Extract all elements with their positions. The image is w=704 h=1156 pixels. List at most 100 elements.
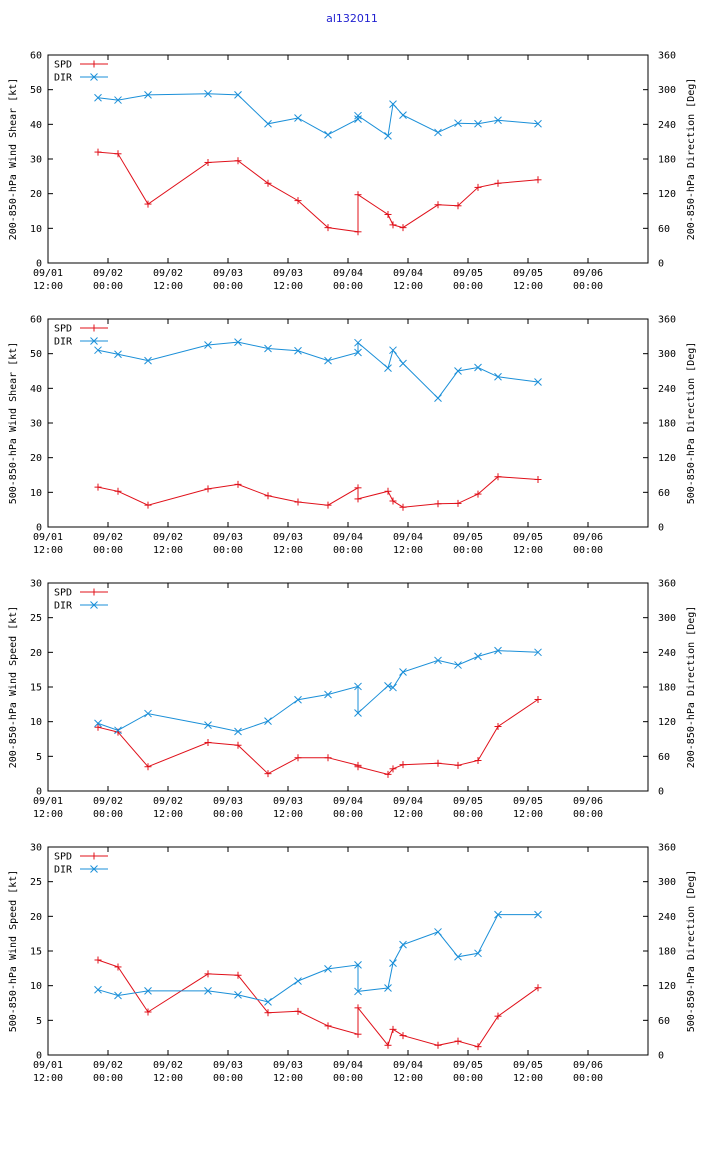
x-tick-label-time: 00:00 xyxy=(93,281,123,292)
y2-axis-label: 200-850-hPa Direction [Deg] xyxy=(686,606,697,769)
y2-axis-label: 200-850-hPa Direction [Deg] xyxy=(686,78,697,241)
data-point-spd xyxy=(114,150,122,158)
y-tick-label: 30 xyxy=(30,419,42,430)
data-point-spd xyxy=(384,1041,392,1049)
data-point-spd xyxy=(264,770,272,778)
legend-marker-dir xyxy=(90,865,98,873)
data-point-spd xyxy=(494,723,502,731)
data-point-dir xyxy=(144,91,152,99)
y2-tick-label: 180 xyxy=(658,155,676,166)
x-tick-label-date: 09/06 xyxy=(573,1060,603,1071)
x-tick-label-time: 12:00 xyxy=(393,281,423,292)
data-point-dir xyxy=(494,910,502,919)
series-line-dir xyxy=(97,93,539,137)
data-point-spd xyxy=(454,761,462,769)
data-point-spd xyxy=(384,487,392,495)
y-axis-label: 500-850-hPa Wind Shear [kt] xyxy=(8,342,19,505)
data-point-spd xyxy=(234,480,242,488)
y2-tick-label: 0 xyxy=(658,787,664,798)
x-tick-label-time: 12:00 xyxy=(273,281,303,292)
x-tick-label-date: 09/05 xyxy=(453,796,483,807)
x-tick-label-date: 09/02 xyxy=(93,268,123,279)
x-tick-label-date: 09/04 xyxy=(333,268,363,279)
data-point-dir xyxy=(399,111,407,119)
data-point-dir xyxy=(114,350,122,359)
data-point-dir xyxy=(264,344,272,353)
data-point-spd xyxy=(94,723,102,731)
x-tick-label-time: 00:00 xyxy=(453,809,483,820)
data-point-dir xyxy=(474,949,482,958)
data-point-dir xyxy=(294,695,302,704)
data-point-spd xyxy=(389,765,397,773)
data-point-spd xyxy=(494,473,502,481)
data-point-dir xyxy=(94,346,102,355)
series-line-dir xyxy=(97,650,539,733)
data-point-dir xyxy=(474,652,482,661)
data-point-spd xyxy=(264,1009,272,1017)
data-point-dir xyxy=(324,965,332,973)
data-point-dir xyxy=(389,100,397,108)
y-tick-label: 10 xyxy=(30,981,42,992)
data-point-spd xyxy=(144,1008,152,1016)
data-point-dir xyxy=(354,111,362,120)
x-tick-label-date: 09/03 xyxy=(213,1060,243,1071)
x-tick-label-time: 12:00 xyxy=(513,1073,543,1084)
x-tick-label-date: 09/04 xyxy=(393,532,423,543)
data-point-dir xyxy=(384,984,392,992)
series-line-dir xyxy=(97,341,539,399)
data-point-spd xyxy=(454,499,462,507)
data-point-dir xyxy=(389,346,397,355)
y-tick-label: 25 xyxy=(30,877,42,888)
data-point-dir xyxy=(114,96,122,104)
legend-label-spd: SPD xyxy=(54,852,72,863)
data-point-dir xyxy=(94,719,102,728)
x-tick-label-date: 09/05 xyxy=(453,1060,483,1071)
data-point-dir xyxy=(494,646,502,655)
y2-tick-label: 60 xyxy=(658,1016,670,1027)
plot-frame xyxy=(47,582,649,792)
data-point-spd xyxy=(399,503,407,511)
data-point-spd xyxy=(534,695,542,703)
data-point-spd xyxy=(94,483,102,491)
x-tick-label-time: 12:00 xyxy=(153,1073,183,1084)
data-point-spd xyxy=(434,500,442,508)
y2-tick-label: 120 xyxy=(658,453,676,464)
data-point-dir xyxy=(324,690,332,699)
legend-marker-dir xyxy=(90,601,98,609)
data-point-spd xyxy=(144,200,152,208)
y-tick-label: 5 xyxy=(36,752,42,763)
x-tick-label-time: 00:00 xyxy=(213,1073,243,1084)
y2-tick-label: 60 xyxy=(658,752,670,763)
y2-tick-label: 0 xyxy=(658,1051,664,1062)
y-tick-label: 10 xyxy=(30,717,42,728)
data-point-dir xyxy=(354,115,362,123)
data-point-spd xyxy=(399,1032,407,1040)
data-point-dir xyxy=(94,985,102,994)
x-tick-label-time: 12:00 xyxy=(273,809,303,820)
data-point-spd xyxy=(294,498,302,506)
data-point-spd xyxy=(204,485,212,493)
x-tick-label-time: 12:00 xyxy=(513,281,543,292)
x-tick-label-date: 09/03 xyxy=(213,796,243,807)
y2-tick-label: 180 xyxy=(658,419,676,430)
data-point-dir xyxy=(534,378,542,386)
y-tick-label: 10 xyxy=(30,224,42,235)
y-axis-label: 500-850-hPa Wind Speed [kt] xyxy=(8,870,19,1033)
y2-tick-label: 240 xyxy=(658,120,676,131)
data-point-spd xyxy=(434,1041,442,1049)
y-tick-label: 40 xyxy=(30,384,42,395)
x-tick-label-time: 00:00 xyxy=(213,809,243,820)
x-tick-label-date: 09/01 xyxy=(33,1060,63,1071)
x-tick-label-date: 09/04 xyxy=(393,1060,423,1071)
x-tick-label-date: 09/04 xyxy=(393,268,423,279)
legend-marker-dir xyxy=(90,337,98,345)
x-tick-label-date: 09/02 xyxy=(153,532,183,543)
y2-axis-label: 500-850-hPa Direction [Deg] xyxy=(686,342,697,505)
y-tick-label: 60 xyxy=(30,315,42,326)
data-point-dir xyxy=(434,394,442,403)
data-point-spd xyxy=(474,756,482,764)
plot-frame xyxy=(47,318,649,528)
data-point-dir xyxy=(494,372,502,381)
legend-marker-spd xyxy=(90,60,98,68)
data-point-spd xyxy=(264,179,272,187)
